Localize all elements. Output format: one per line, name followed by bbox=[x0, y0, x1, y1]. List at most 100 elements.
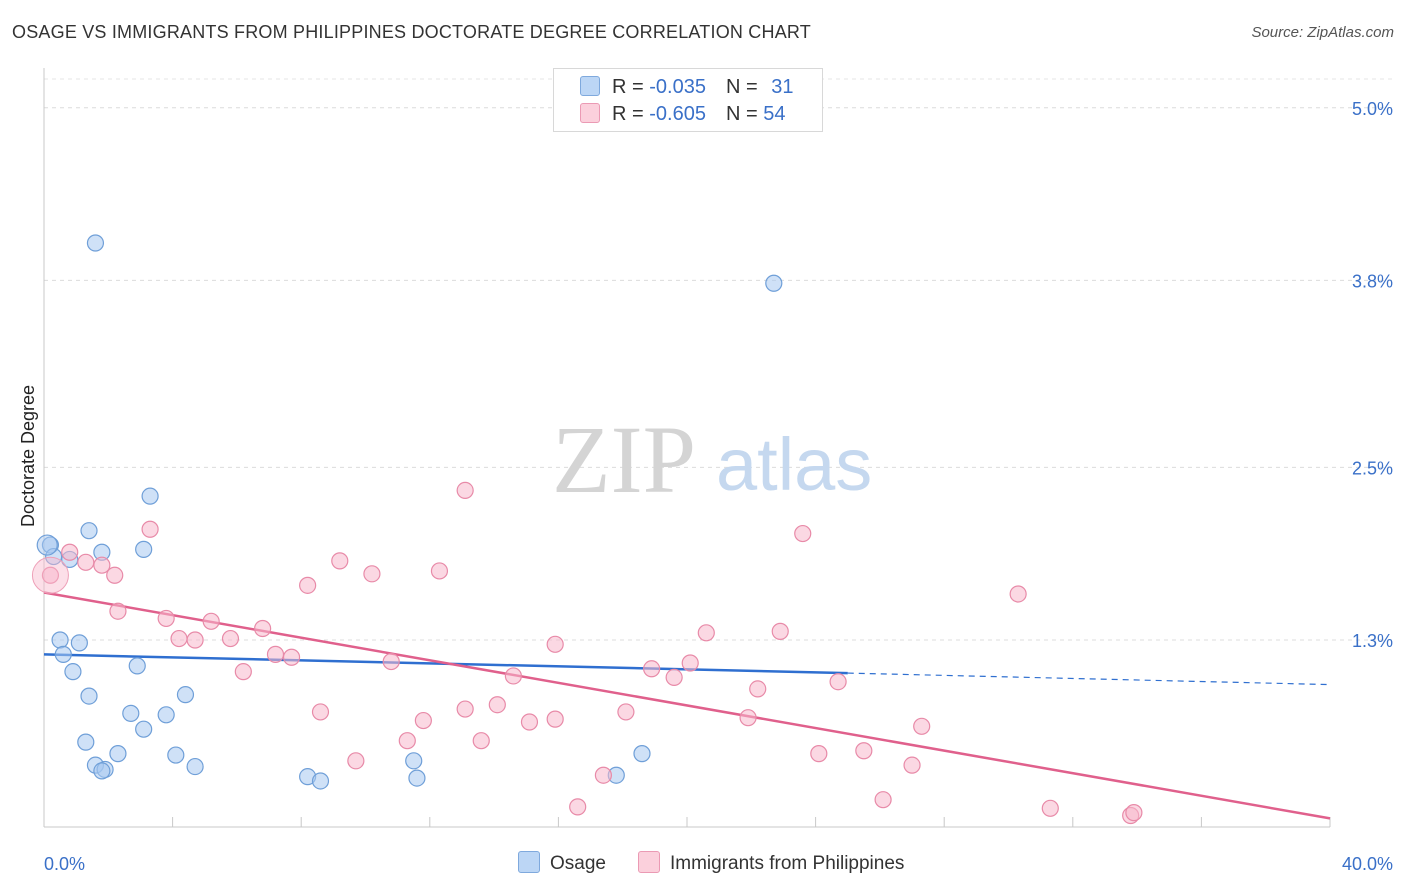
legend-row-philippines: R = -0.605 N = 54 bbox=[580, 103, 785, 126]
data-point bbox=[80, 522, 98, 540]
data-point bbox=[1009, 585, 1027, 603]
data-point bbox=[109, 602, 127, 620]
data-point bbox=[504, 667, 522, 685]
data-point bbox=[472, 732, 490, 750]
data-point bbox=[106, 566, 124, 584]
data-point bbox=[122, 704, 140, 722]
data-point bbox=[546, 710, 564, 728]
data-point bbox=[1125, 804, 1143, 822]
data-point bbox=[617, 703, 635, 721]
watermark-atlas: atlas bbox=[716, 423, 872, 506]
data-point bbox=[282, 648, 301, 666]
data-point bbox=[221, 629, 240, 648]
trend-lines bbox=[43, 591, 1331, 820]
data-point bbox=[234, 663, 252, 681]
legend-swatch-philippines bbox=[580, 103, 600, 123]
data-point bbox=[128, 657, 146, 675]
data-point bbox=[594, 766, 613, 784]
data-point bbox=[31, 556, 69, 594]
x-tick-labels: 0.0% 40.0% bbox=[44, 854, 1393, 874]
data-point bbox=[681, 654, 699, 672]
data-point bbox=[80, 687, 98, 705]
data-point bbox=[569, 798, 587, 816]
r-value-philippines: -0.605 bbox=[649, 103, 706, 125]
legend-item-philippines: Immigrants from Philippines bbox=[638, 851, 904, 875]
data-point bbox=[135, 720, 153, 738]
data-point bbox=[1041, 799, 1059, 817]
r-label: R = bbox=[612, 103, 650, 125]
y-axis-label: Doctorate Degree bbox=[18, 385, 38, 527]
data-point bbox=[665, 668, 683, 687]
data-point bbox=[135, 540, 153, 558]
data-point bbox=[109, 745, 127, 763]
axes bbox=[43, 68, 1331, 828]
data-point bbox=[54, 645, 72, 663]
data-point bbox=[903, 756, 921, 774]
r-label: R = bbox=[612, 76, 650, 98]
data-point bbox=[347, 752, 365, 770]
data-point bbox=[331, 552, 349, 570]
correlation-legend: R = -0.035 N = 31 R = -0.605 N = 54 bbox=[553, 68, 823, 132]
data-point bbox=[77, 553, 95, 571]
chart-source: Source: ZipAtlas.com bbox=[1251, 24, 1394, 41]
trend-line-philippines bbox=[43, 591, 1331, 820]
data-point bbox=[765, 274, 783, 292]
legend-swatch-osage bbox=[580, 76, 600, 96]
data-point bbox=[202, 612, 220, 630]
data-point bbox=[93, 556, 111, 574]
data-point bbox=[311, 703, 330, 721]
legend-row-osage: R = -0.035 N = 31 bbox=[580, 76, 793, 99]
data-point bbox=[829, 673, 847, 691]
data-point bbox=[266, 645, 285, 663]
data-points bbox=[31, 234, 1143, 825]
data-point bbox=[488, 696, 506, 714]
data-point bbox=[186, 757, 204, 776]
n-value-philippines: 54 bbox=[763, 103, 786, 125]
data-point bbox=[186, 631, 204, 649]
y-tick-label: 2.5% bbox=[1352, 458, 1393, 478]
data-point bbox=[167, 746, 185, 764]
x-tick-label: 40.0% bbox=[1342, 854, 1393, 874]
data-point bbox=[855, 742, 873, 760]
y-tick-label: 1.3% bbox=[1352, 631, 1393, 651]
data-point bbox=[633, 745, 651, 763]
data-point bbox=[157, 706, 175, 724]
data-point bbox=[771, 622, 789, 640]
trend-line-osage-extension bbox=[847, 672, 1331, 686]
data-point bbox=[810, 745, 828, 763]
watermark-zip: ZIP bbox=[552, 406, 696, 513]
data-point bbox=[456, 481, 474, 499]
data-point bbox=[913, 717, 931, 735]
data-point bbox=[794, 524, 812, 543]
data-point bbox=[141, 487, 159, 505]
data-point bbox=[739, 709, 757, 727]
data-point bbox=[64, 663, 82, 681]
data-point bbox=[61, 543, 79, 561]
legend-item-osage: Osage bbox=[518, 851, 606, 875]
data-point bbox=[311, 772, 330, 790]
data-point bbox=[520, 713, 539, 731]
y-tick-labels: 1.3% 2.5% 3.8% 5.0% bbox=[1352, 99, 1393, 651]
y-tick-label: 3.8% bbox=[1352, 271, 1393, 291]
y-tick-label: 5.0% bbox=[1352, 99, 1393, 119]
data-point bbox=[36, 534, 58, 556]
data-point bbox=[141, 520, 159, 538]
data-point bbox=[41, 566, 60, 584]
watermark: ZIP atlas bbox=[552, 406, 872, 513]
data-point bbox=[70, 634, 88, 652]
data-point bbox=[697, 624, 715, 642]
data-point bbox=[254, 619, 272, 638]
data-point bbox=[93, 762, 111, 780]
data-point bbox=[382, 652, 400, 671]
legend-label-osage: Osage bbox=[550, 853, 606, 874]
series-philippines-points bbox=[41, 481, 1143, 825]
chart-title: OSAGE VS IMMIGRANTS FROM PHILIPPINES DOC… bbox=[12, 22, 811, 42]
data-point bbox=[157, 609, 175, 628]
data-point bbox=[408, 769, 426, 787]
r-value-osage: -0.035 bbox=[649, 76, 706, 98]
n-label: N = bbox=[725, 76, 764, 98]
data-point bbox=[86, 234, 105, 252]
data-point bbox=[299, 576, 317, 594]
data-point bbox=[456, 700, 474, 718]
